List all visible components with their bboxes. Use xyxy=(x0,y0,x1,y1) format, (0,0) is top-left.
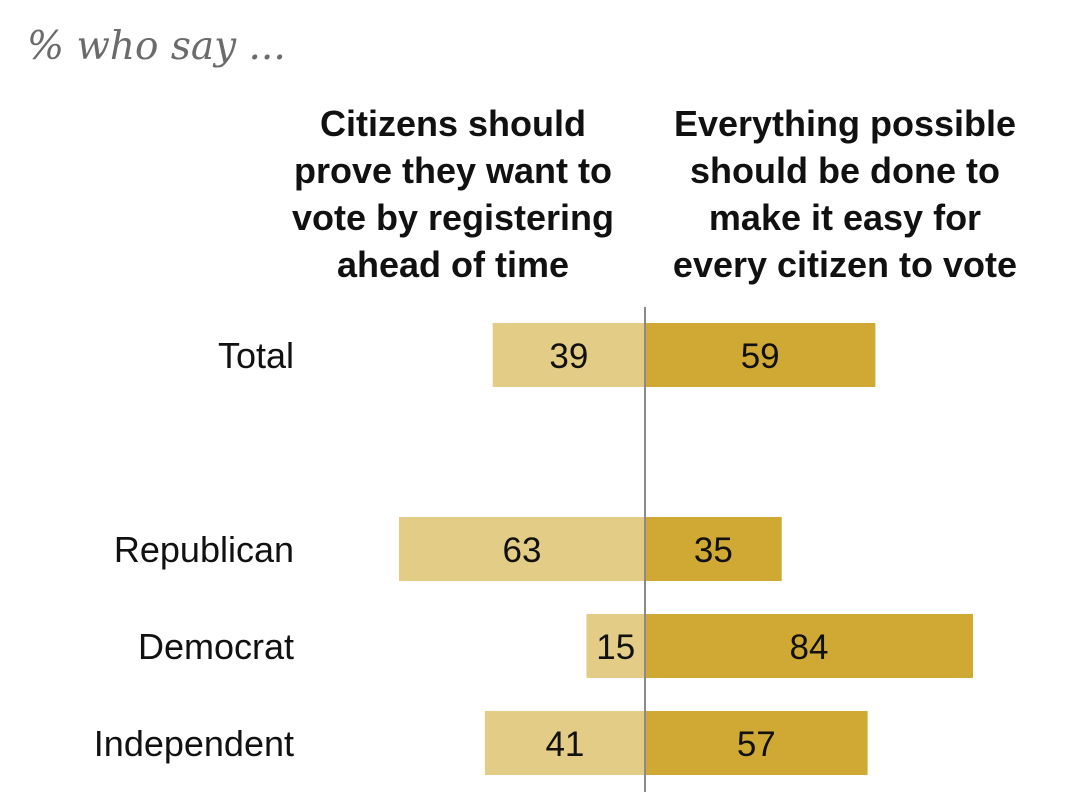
bar-right xyxy=(645,711,868,775)
chart-subtitle: % who say ... xyxy=(27,24,286,69)
right-header-line: every citizen to vote xyxy=(673,244,1017,285)
bar-right xyxy=(645,323,876,387)
bar-left-value-label: 63 xyxy=(503,531,542,570)
bar-right-value-label: 57 xyxy=(737,725,776,764)
row-label: Democrat xyxy=(138,626,294,667)
bar-left xyxy=(398,517,645,581)
bar-left xyxy=(484,711,645,775)
bar-left-value-label: 39 xyxy=(549,337,588,376)
row-label: Total xyxy=(218,335,294,376)
right-header-line: Everything possible xyxy=(674,103,1016,144)
left-header-line: ahead of time xyxy=(337,244,569,285)
left-header-line: prove they want to xyxy=(294,150,612,191)
right-header-line: make it easy for xyxy=(709,197,981,238)
bars-layer: Total 39 59 Republican 63 35 Democrat 15 84 Indep… xyxy=(94,323,974,775)
bar-right xyxy=(645,614,974,678)
right-header-line: should be done to xyxy=(690,150,1000,191)
bar-left xyxy=(492,323,645,387)
bar-right-value-label: 59 xyxy=(741,337,780,376)
left-header-line: Citizens should xyxy=(320,103,586,144)
right-column-header: Everything possible should be done to ma… xyxy=(673,103,1017,285)
bar-right-value-label: 35 xyxy=(694,531,733,570)
bar-left xyxy=(586,614,645,678)
bar-left-value-label: 15 xyxy=(596,628,635,667)
left-column-header: Citizens should prove they want to vote … xyxy=(292,103,614,285)
row-label: Republican xyxy=(114,529,294,570)
left-header-line: vote by registering xyxy=(292,197,614,238)
bar-right-value-label: 84 xyxy=(790,628,829,667)
bar-left-value-label: 41 xyxy=(545,725,584,764)
bar-right xyxy=(645,517,782,581)
row-label: Independent xyxy=(94,723,294,764)
